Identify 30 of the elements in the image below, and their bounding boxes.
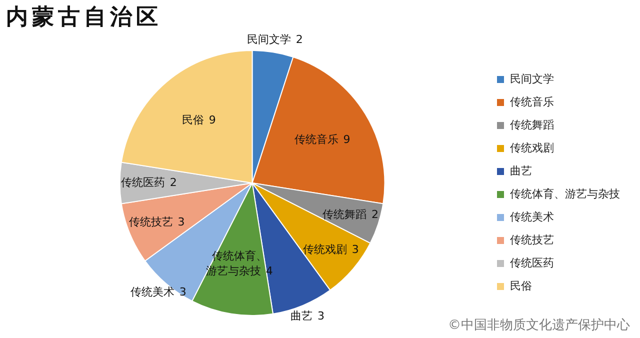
data-label: 2 [170,176,177,189]
chart-title: 内蒙古自治区 [6,3,162,32]
data-label: 3 [179,286,186,299]
legend-label: 传统技艺 [510,233,554,246]
data-label: 9 [208,113,216,126]
slice-label: 传统音乐 [294,132,338,146]
legend-label: 传统音乐 [510,95,554,108]
slice-label: 传统美术 [130,286,174,299]
legend-label: 传统美术 [510,210,554,224]
legend-label: 传统戏剧 [510,141,554,154]
legend-label: 民间文学 [510,72,554,86]
slice-label: 传统舞蹈 [322,208,367,221]
slice-label: 民间文学 [246,33,291,46]
slice-label: 曲艺 [290,309,313,322]
data-label: 3 [352,242,359,256]
data-label: 2 [372,208,379,221]
legend-label: 传统医药 [510,256,554,270]
slice-label: 传统医药 [120,176,165,189]
data-label: 9 [343,132,350,146]
data-label: 2 [296,33,303,46]
slice-label: 传统技艺 [128,215,173,228]
data-label: 3 [318,309,325,322]
legend-label: 传统舞蹈 [510,118,554,132]
slice-label: 民俗 [182,113,204,126]
legend-label: 传统体育、游艺与杂技 [510,187,620,200]
legend-label: 民俗 [510,279,532,292]
text: ©中国非物质文化遗产保护中心 [448,317,630,334]
slice-label: 传统戏剧 [302,242,347,256]
legend-label: 曲艺 [510,164,532,178]
data-label: 3 [178,215,185,228]
